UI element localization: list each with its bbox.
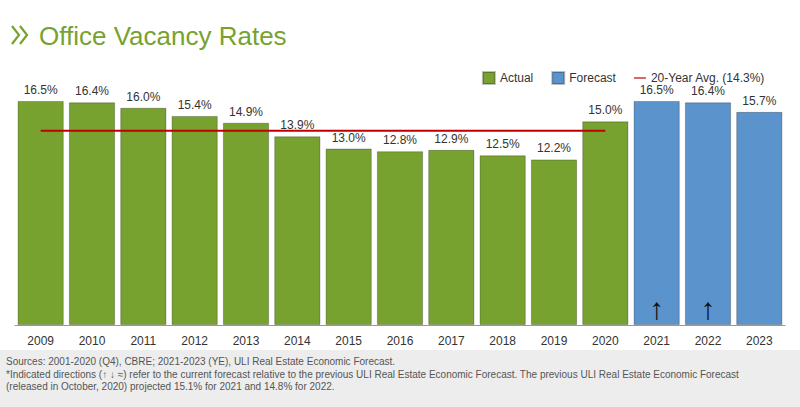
- svg-text:16.5%: 16.5%: [640, 83, 674, 97]
- svg-text:2023: 2023: [746, 334, 773, 348]
- svg-text:20-Year Avg. (14.3%): 20-Year Avg. (14.3%): [651, 71, 764, 85]
- svg-text:12.5%: 12.5%: [486, 137, 520, 151]
- svg-text:16.4%: 16.4%: [691, 84, 725, 98]
- svg-text:2012: 2012: [181, 334, 208, 348]
- svg-text:↑: ↑: [649, 292, 664, 325]
- svg-text:2022: 2022: [695, 334, 722, 348]
- svg-text:15.7%: 15.7%: [742, 94, 776, 108]
- svg-text:2015: 2015: [335, 334, 362, 348]
- svg-text:2016: 2016: [387, 334, 414, 348]
- svg-text:14.9%: 14.9%: [229, 105, 263, 119]
- svg-text:Office Vacancy Rates: Office Vacancy Rates: [39, 21, 287, 51]
- svg-text:↑: ↑: [701, 292, 716, 325]
- svg-text:12.8%: 12.8%: [383, 133, 417, 147]
- svg-text:13.9%: 13.9%: [280, 118, 315, 133]
- svg-text:15.0%: 15.0%: [588, 103, 622, 117]
- svg-text:2021: 2021: [643, 334, 670, 348]
- svg-text:16.4%: 16.4%: [75, 84, 109, 98]
- svg-text:2014: 2014: [284, 334, 311, 348]
- svg-text:Sources: 2001-2020 (Q4), CBRE;: Sources: 2001-2020 (Q4), CBRE; 2021-2023…: [6, 356, 395, 367]
- svg-text:2013: 2013: [233, 334, 260, 348]
- svg-text:2018: 2018: [489, 334, 516, 348]
- svg-text:2017: 2017: [438, 334, 465, 348]
- svg-text:2020: 2020: [592, 334, 619, 348]
- svg-text:2019: 2019: [541, 334, 568, 348]
- svg-text:Actual: Actual: [500, 71, 533, 85]
- svg-text:(released in October, 2020) pr: (released in October, 2020) projected 15…: [6, 381, 335, 392]
- svg-text:13.0%: 13.0%: [332, 131, 366, 145]
- svg-text:16.5%: 16.5%: [24, 83, 58, 97]
- svg-text:Forecast: Forecast: [569, 71, 616, 85]
- svg-text:12.2%: 12.2%: [537, 141, 571, 155]
- svg-text:16.0%: 16.0%: [126, 90, 160, 104]
- svg-text:15.4%: 15.4%: [178, 98, 212, 112]
- svg-text:2011: 2011: [130, 334, 156, 348]
- svg-text:2010: 2010: [79, 334, 106, 348]
- svg-text:*Indicated directions (↑ ↓ ≈): *Indicated directions (↑ ↓ ≈) refer to t…: [6, 369, 742, 380]
- svg-text:2009: 2009: [27, 334, 54, 348]
- svg-text:12.9%: 12.9%: [434, 132, 468, 146]
